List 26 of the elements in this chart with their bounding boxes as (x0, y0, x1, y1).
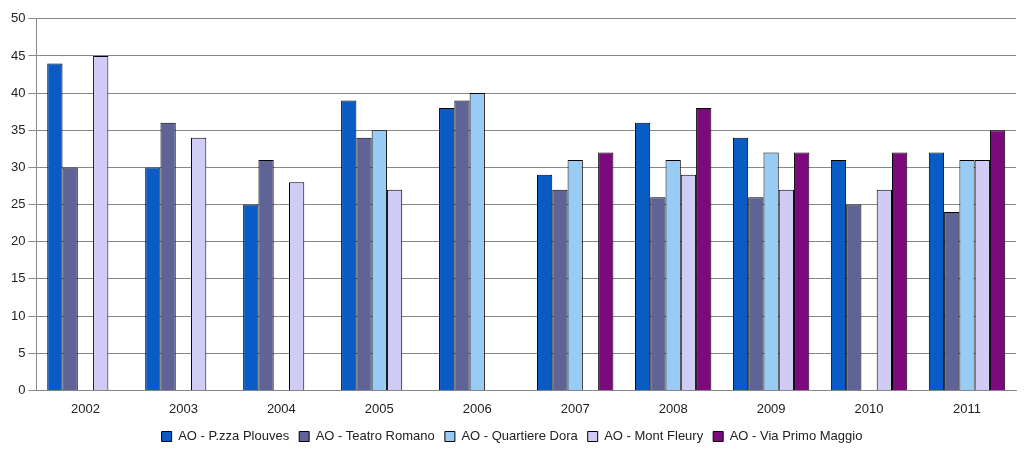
legend-label: AO - Quartiere Dora (461, 428, 579, 444)
legend-label: AO - Teatro Romano (315, 428, 435, 444)
y-tick-label: 25 (10, 196, 26, 212)
legend-label: AO - Via Primo Maggio (729, 428, 863, 444)
y-tick-label: 40 (10, 84, 26, 100)
y-tick-label: 20 (10, 233, 26, 249)
x-tick-label: 2009 (756, 400, 786, 416)
y-tick-label: 50 (10, 10, 26, 26)
y-tick-label: 45 (10, 47, 26, 63)
x-tick-label: 2010 (854, 400, 884, 416)
x-tick-label: 2003 (168, 400, 198, 416)
x-tick-label: 2007 (560, 400, 590, 416)
x-tick-label: 2004 (266, 400, 296, 416)
x-tick-label: 2005 (364, 400, 394, 416)
x-tick-label: 2008 (658, 400, 688, 416)
y-tick-label: 15 (10, 270, 26, 286)
y-tick-label: 10 (10, 307, 26, 323)
y-tick-label: 5 (18, 344, 26, 360)
legend-label: AO - P.zza Plouves (178, 428, 290, 444)
y-tick-label: 0 (18, 381, 26, 397)
legend-label: AO - Mont Fleury (604, 428, 704, 444)
x-tick-label: 2006 (462, 400, 492, 416)
y-tick-label: 35 (10, 121, 26, 137)
y-tick-label: 30 (10, 159, 26, 175)
x-tick-label: 2002 (70, 400, 100, 416)
x-tick-label: 2011 (953, 400, 982, 416)
